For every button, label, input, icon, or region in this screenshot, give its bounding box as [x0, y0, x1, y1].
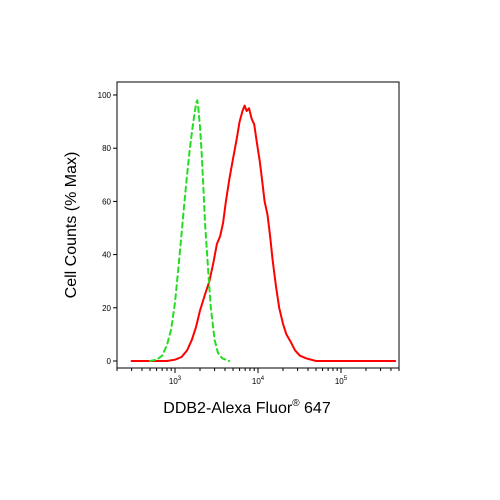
x-tick-label: 104	[252, 376, 265, 386]
plot-frame	[116, 81, 400, 369]
solid-red-histogram-line	[130, 104, 397, 362]
x-tick-label: 105	[335, 376, 348, 386]
x-axis-ticks: 103 104 105	[116, 368, 400, 386]
x-axis-title-registered: ®	[292, 398, 300, 409]
y-tick-label: 40	[102, 251, 111, 260]
y-tick-label: 80	[102, 144, 111, 153]
y-tick-label: 100	[98, 91, 112, 100]
x-tick-exponent: 3	[178, 376, 182, 382]
x-axis-title-main: DDB2-Alexa Fluor	[163, 400, 293, 417]
x-tick-exponent: 4	[261, 376, 265, 382]
x-tick-base: 10	[252, 377, 261, 386]
dashed-green-histogram-line	[149, 99, 231, 362]
series-layer	[130, 99, 397, 362]
x-tick-base: 10	[335, 377, 344, 386]
x-tick-base: 10	[169, 377, 178, 386]
y-tick-label: 0	[107, 357, 112, 366]
x-tick-exponent: 5	[344, 376, 348, 382]
x-axis-title-suffix: 647	[300, 400, 331, 417]
x-axis-title: DDB2-Alexa Fluor® 647	[163, 398, 331, 417]
y-axis-title: Cell Counts (% Max)	[63, 152, 80, 299]
x-tick-label: 103	[169, 376, 182, 386]
y-tick-label: 60	[102, 197, 111, 206]
y-tick-label: 20	[102, 304, 111, 313]
y-axis-ticks: 0 20 40 60 80 100	[98, 91, 117, 366]
